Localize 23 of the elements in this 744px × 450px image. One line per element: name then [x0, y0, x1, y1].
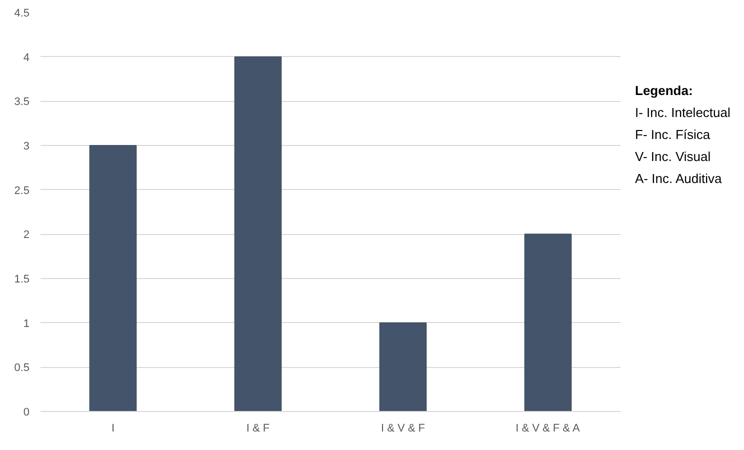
y-tick-label: 3 — [23, 140, 30, 152]
bar — [524, 234, 572, 412]
x-tick-label: I & V & F — [380, 422, 426, 434]
bar — [379, 322, 427, 412]
bar — [89, 145, 137, 412]
y-tick-label: 1 — [23, 318, 30, 330]
text: V- Inc. Visual — [635, 148, 712, 166]
text: I- Inc. Intelectual — [635, 104, 730, 122]
text: Legenda: — [635, 82, 694, 100]
y-tick-label: 4.5 — [14, 8, 30, 20]
bar — [234, 56, 282, 412]
y-tick-label: 4 — [23, 52, 30, 64]
y-tick-label: 0.5 — [14, 362, 30, 374]
x-tick-label: I — [111, 422, 115, 434]
text: F- Inc. Física — [635, 126, 712, 144]
text: A- Inc. Auditiva — [635, 170, 723, 188]
y-tick-label: 0 — [23, 406, 30, 418]
y-tick-label: 2.5 — [14, 184, 30, 197]
x-tick-label: I & F — [246, 422, 270, 434]
x-tick-label: I & V & F & A — [516, 422, 580, 434]
y-tick-label: 2 — [23, 229, 30, 242]
y-tick-label: 3.5 — [14, 96, 30, 108]
y-tick-label: 1.5 — [14, 274, 30, 286]
